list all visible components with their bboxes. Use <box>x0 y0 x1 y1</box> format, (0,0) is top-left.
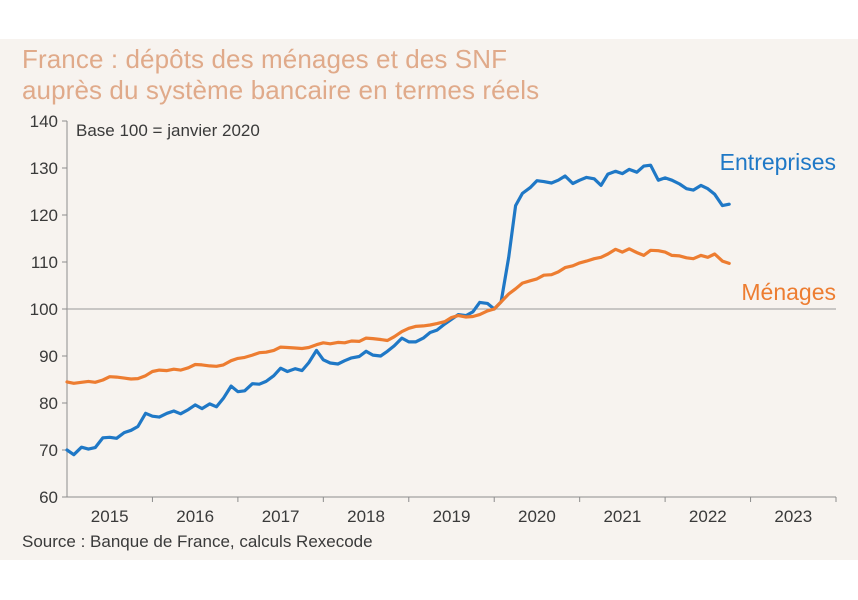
y-tick-label: 60 <box>39 488 58 507</box>
x-tick-label: 2022 <box>689 507 727 526</box>
chart-axes <box>66 121 836 498</box>
x-tick-label: 2020 <box>518 507 556 526</box>
x-tick-label: 2016 <box>176 507 214 526</box>
y-tick-label: 130 <box>30 159 58 178</box>
y-tick-label: 80 <box>39 394 58 413</box>
chart-title-line-1: France : dépôts des ménages et des SNF <box>22 44 508 74</box>
x-tick-label: 2018 <box>347 507 385 526</box>
series-label-menages: Ménages <box>741 279 836 305</box>
x-tick-label: 2017 <box>262 507 300 526</box>
series-line-entreprises <box>65 163 731 457</box>
x-tick-label: 2015 <box>91 507 129 526</box>
base-annotation: Base 100 = janvier 2020 <box>76 121 260 140</box>
x-axis-ticks: 2015 2016 2017 2018 2019 2020 2021 2022 2023 <box>91 497 837 526</box>
y-axis-ticks: 60 70 80 90 100 110 120 130 140 <box>30 112 67 507</box>
chart-series <box>65 163 731 457</box>
y-tick-label: 120 <box>30 206 58 225</box>
chart-title-line-2: auprès du système bancaire en termes rée… <box>22 75 540 105</box>
x-tick-label: 2019 <box>433 507 471 526</box>
y-tick-label: 140 <box>30 112 58 131</box>
y-tick-label: 100 <box>30 300 58 319</box>
x-tick-label: 2023 <box>774 507 812 526</box>
series-line-menages <box>65 247 731 385</box>
source-note: Source : Banque de France, calculs Rexec… <box>22 532 373 551</box>
chart-panel <box>0 39 858 560</box>
y-tick-label: 90 <box>39 347 58 366</box>
y-tick-label: 70 <box>39 441 58 460</box>
y-tick-label: 110 <box>31 253 58 272</box>
x-tick-label: 2021 <box>603 507 641 526</box>
series-label-entreprises: Entreprises <box>720 149 836 175</box>
